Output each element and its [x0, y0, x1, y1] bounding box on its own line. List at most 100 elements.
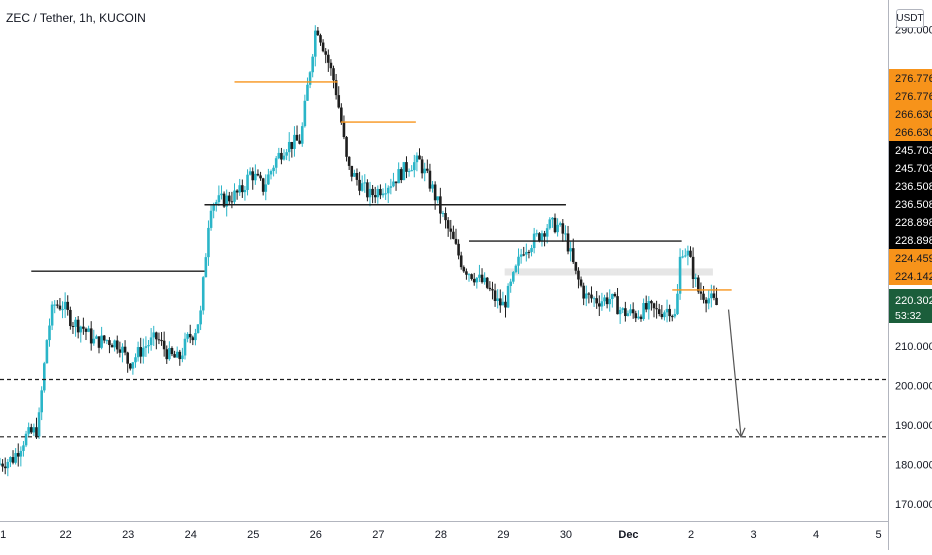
- candle-body: [444, 213, 447, 221]
- candle-body: [9, 457, 12, 462]
- candle-body: [501, 301, 505, 306]
- candle-body: [303, 100, 307, 127]
- candle-body: [220, 193, 223, 196]
- candle-body: [259, 175, 262, 179]
- price-tag-label: 236.508: [895, 181, 932, 193]
- candle-body: [84, 328, 88, 332]
- projection-arrow-line: [727, 309, 742, 437]
- price-tag-box: [889, 195, 932, 213]
- candle-body: [582, 285, 585, 299]
- candle-body: [19, 450, 23, 457]
- candle-body: [321, 42, 325, 52]
- candle-body: [389, 186, 393, 188]
- candle-body: [147, 345, 150, 347]
- candle-body: [631, 309, 635, 314]
- candle-body: [319, 35, 322, 43]
- candle-body: [634, 313, 638, 319]
- candle-body: [53, 304, 57, 306]
- candle-body: [126, 352, 129, 364]
- candle-body: [194, 333, 197, 341]
- candle-body: [277, 152, 281, 159]
- candle-body: [538, 233, 541, 241]
- price-tick-label: 190.000: [895, 420, 932, 432]
- currency-button[interactable]: USDT: [896, 9, 924, 28]
- candle-body: [345, 137, 348, 157]
- candle-body: [113, 340, 116, 348]
- candle-body: [45, 340, 49, 364]
- candle-body: [603, 297, 606, 302]
- time-tick-label: 22: [60, 529, 72, 541]
- candle-body: [712, 293, 716, 298]
- candle-body: [1, 463, 4, 467]
- candle-body: [650, 301, 653, 304]
- candle-body: [287, 141, 291, 153]
- candle-body: [92, 338, 96, 344]
- candle-body: [394, 181, 398, 184]
- candle-body: [355, 173, 359, 180]
- price-tags: 276.776 276.776 266.630 266.630 245.703 245.7…: [889, 69, 932, 323]
- price-tag-label: 276.776: [895, 91, 932, 103]
- candle-body: [652, 303, 656, 309]
- candle-body: [22, 445, 25, 451]
- time-tick-label: 2: [688, 529, 694, 541]
- candle-body: [465, 271, 468, 275]
- price-tag-box: [889, 267, 932, 285]
- candle-body: [543, 233, 546, 237]
- candle-body: [42, 363, 46, 391]
- demand-zone: [504, 268, 713, 276]
- time-tick-label: 4: [813, 529, 819, 541]
- candle-body: [629, 309, 632, 314]
- candle-body: [491, 289, 494, 291]
- candle-body: [3, 466, 7, 469]
- candle-body: [347, 156, 351, 166]
- candle-body: [655, 308, 658, 310]
- candle-body: [214, 202, 218, 206]
- candle-body: [564, 233, 567, 235]
- candle-body: [397, 169, 400, 184]
- price-tag-box: [889, 69, 932, 87]
- candle-body: [76, 319, 80, 333]
- candle-body: [170, 348, 174, 355]
- candle-body: [475, 277, 479, 283]
- candle-body: [97, 336, 101, 348]
- candle-body: [233, 190, 236, 202]
- candle-body: [191, 337, 195, 341]
- candle-body: [637, 316, 640, 319]
- candle-body: [683, 255, 687, 257]
- candle-body: [530, 248, 533, 252]
- candle-body: [441, 213, 445, 215]
- candle-body: [512, 272, 515, 282]
- candle-body: [227, 195, 231, 202]
- candle-body: [16, 453, 20, 457]
- price-tag-box: [889, 231, 932, 249]
- candle-body: [324, 51, 328, 55]
- symbol-title: ZEC / Tether, 1h, KUCOIN: [6, 11, 146, 25]
- candle-body: [608, 299, 612, 305]
- candle-body: [149, 337, 153, 346]
- candle-body: [175, 351, 179, 358]
- candle-body: [371, 188, 374, 196]
- candle-body: [431, 184, 434, 189]
- price-tag-label: 228.898: [895, 235, 932, 247]
- candle-body: [251, 171, 255, 181]
- candle-body: [699, 291, 703, 294]
- candle-body: [470, 274, 473, 279]
- candle-body: [412, 162, 416, 171]
- candle-body: [428, 170, 432, 189]
- candle-body: [74, 319, 77, 327]
- candle-body: [480, 274, 484, 283]
- candle-body: [571, 248, 575, 263]
- candle-body: [267, 174, 270, 185]
- candle-body: [128, 363, 132, 369]
- candle-body: [556, 224, 559, 233]
- price-tag-box: [889, 177, 932, 195]
- time-tick-label: 26: [310, 529, 322, 541]
- price-tag-label: 245.703: [895, 163, 932, 175]
- candle-body: [58, 305, 62, 310]
- candle-body: [0, 463, 2, 465]
- candle-body: [165, 349, 169, 360]
- candle-body: [605, 297, 609, 305]
- candle-body: [553, 217, 557, 233]
